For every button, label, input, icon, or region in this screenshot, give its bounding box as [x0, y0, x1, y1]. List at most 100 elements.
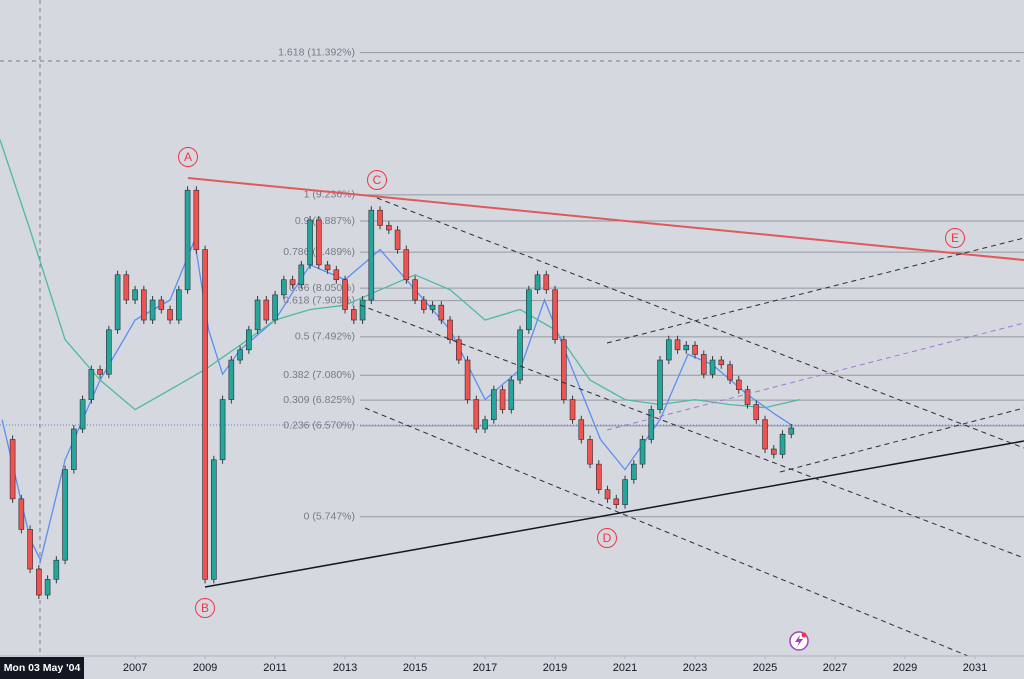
candle-body [639, 439, 646, 465]
candle-body [298, 264, 305, 286]
wave-circle [945, 228, 965, 248]
fib-label: 0.236 (6.570%) [283, 420, 355, 432]
resistance-line [187, 177, 1024, 261]
candle-body [333, 269, 340, 281]
candle-body [499, 389, 506, 410]
wave-circle [178, 147, 198, 167]
candle-body [176, 289, 182, 321]
candle-body [421, 299, 427, 310]
fib-label: 0.9 (8.887%) [295, 215, 355, 227]
candle-body [79, 399, 86, 430]
candle-body [613, 498, 620, 505]
candle-body [132, 289, 138, 301]
candle-body [552, 289, 558, 341]
candle-body [456, 339, 462, 361]
candle-body [219, 399, 226, 461]
candle-body [324, 264, 331, 271]
candle-body [429, 304, 436, 310]
fib-label: 0.309 (6.825%) [283, 394, 355, 406]
candle-body [560, 339, 567, 400]
crosshair-label-box [0, 657, 84, 679]
candle-body [438, 304, 445, 321]
fib-label: 0.66 (8.050%) [289, 282, 355, 294]
candle-body [263, 299, 270, 321]
fib-label: 1.618 (11.392%) [278, 46, 355, 58]
candle-body [718, 359, 725, 366]
candle-body [149, 299, 156, 321]
channel-line [364, 407, 1024, 679]
fib-label: 0.618 (7.903%) [283, 294, 355, 306]
candle-body [534, 274, 541, 291]
candle-body [289, 279, 296, 286]
candle-body [569, 399, 576, 421]
fib-label: 0.382 (7.080%) [283, 369, 355, 381]
x-tick-label: 2011 [263, 662, 287, 674]
candle-body [735, 379, 742, 391]
candle-body [674, 339, 681, 351]
candle-body [44, 579, 51, 596]
candle-body [517, 329, 523, 381]
x-tick-label: 2013 [333, 662, 357, 674]
candle-body [447, 319, 453, 341]
drawings [187, 177, 1024, 679]
replay-icon[interactable] [789, 631, 809, 651]
candle-body [657, 359, 663, 410]
wave-label: C [373, 173, 382, 187]
candle-body [62, 469, 68, 561]
x-tick-label: 2019 [543, 662, 567, 674]
x-tick-label: 2009 [193, 662, 217, 674]
candle-body [482, 419, 488, 430]
crosshair-label: Mon 03 May '04 [4, 662, 81, 674]
wave-label: A [184, 150, 192, 164]
candle-body [71, 428, 77, 470]
candle-body [114, 274, 121, 331]
candle-body [167, 309, 173, 321]
candle-body [692, 344, 698, 355]
fib-label: 1 (9.236%) [304, 189, 355, 201]
candle-body [595, 463, 602, 491]
candle-body [770, 448, 777, 455]
candle-body [9, 439, 16, 500]
candle-body [254, 299, 261, 331]
candle-body [106, 329, 112, 375]
candle-body [683, 344, 690, 351]
candle-body [587, 439, 593, 465]
candle-body [193, 189, 200, 250]
wave-label: D [603, 531, 612, 545]
candle-body [665, 339, 672, 361]
channel-line [779, 407, 1024, 473]
candle-body [700, 354, 707, 375]
candle-body [18, 498, 25, 530]
candle-body [36, 568, 42, 596]
candle-body [97, 369, 103, 375]
candle-body [403, 249, 410, 281]
fib-label: 0 (5.747%) [304, 510, 355, 522]
candle-body [141, 289, 147, 321]
candle-body [272, 294, 278, 321]
x-tick-label: 2021 [613, 662, 637, 674]
candle-body [184, 189, 191, 291]
candle-body [88, 369, 95, 400]
x-tick-label: 2031 [963, 662, 987, 674]
candle-body [788, 427, 795, 435]
candle-body [158, 299, 165, 310]
candle-body [412, 279, 418, 301]
candle-body [473, 399, 480, 430]
candle-body [202, 249, 208, 580]
candle-body [394, 229, 401, 250]
moving-averages [0, 139, 801, 563]
candle-body [464, 359, 471, 400]
wave-label: B [201, 601, 209, 615]
moving-average [0, 139, 801, 411]
wave-circle [597, 528, 617, 548]
x-tick-label: 2023 [683, 662, 707, 674]
candle-body [228, 359, 235, 400]
candle-body [386, 225, 392, 231]
candles [9, 186, 795, 600]
candle-body [491, 389, 497, 421]
candle-body [508, 379, 515, 410]
candle-body [525, 289, 532, 331]
candle-body [237, 349, 243, 361]
wave-label: E [951, 231, 959, 245]
